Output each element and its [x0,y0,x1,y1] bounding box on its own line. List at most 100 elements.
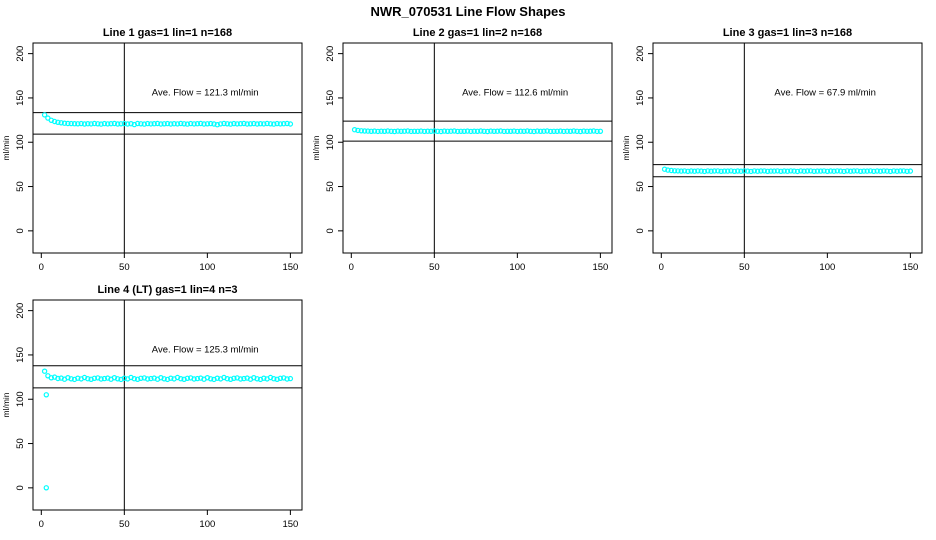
data-point [461,128,467,134]
y-tick-label: 150 [635,90,646,106]
data-point [554,128,560,134]
data-point [68,376,74,382]
data-point [264,120,270,127]
data-point [751,168,758,174]
data-point [705,168,711,174]
data-point [85,120,91,127]
data-point [597,128,604,134]
data-point [448,128,454,134]
data-point [434,128,441,134]
data-point [458,128,464,134]
data-point [231,120,237,127]
data-point [401,128,408,134]
x-tick-label: 50 [119,519,130,530]
data-point [95,121,101,127]
data-point [454,128,461,135]
data-point [754,168,761,174]
data-point [144,120,151,127]
data-point [78,120,84,127]
x-tick-label: 100 [509,262,525,273]
data-point [227,376,234,382]
data-point [158,121,164,127]
plot-box [342,42,613,254]
data-point [114,376,121,382]
data-point [491,128,497,134]
data-point [738,168,744,174]
data-point [758,168,764,174]
data-point [468,128,474,135]
y-tick-label: 0 [325,228,336,233]
data-point [557,128,564,134]
data-point [894,168,900,174]
data-point [857,168,864,174]
data-point [504,128,511,134]
x-tick-label: 150 [592,262,608,273]
data-point [217,121,224,127]
data-point [227,121,234,127]
data-point [368,128,374,134]
data-points [41,112,294,128]
data-point [91,375,98,381]
data-point [824,168,831,174]
data-point [91,120,98,127]
data-points [661,166,914,175]
data-point [164,120,171,127]
data-point [405,128,411,134]
y-tick-label: 200 [635,46,646,62]
data-point [881,168,887,174]
data-point [207,120,214,127]
data-point [904,168,910,174]
data-point [121,120,128,127]
data-point [741,168,748,174]
data-point [241,120,247,127]
data-point [668,167,675,174]
data-point [808,168,814,174]
data-point [867,168,874,174]
data-point [55,375,61,382]
plot-box [32,42,303,254]
data-point [594,128,600,135]
subplot-title: Line 1 gas=1 lin=1 n=168 [103,27,232,39]
data-point [415,128,421,134]
data-point [277,121,284,127]
data-point [821,168,827,174]
x-tick-label: 100 [199,262,215,273]
data-point [124,121,131,127]
data-point [181,121,187,127]
data-point [861,168,867,174]
outlier-point [43,485,50,491]
data-point [681,168,688,174]
data-point [48,375,55,381]
data-point [524,128,531,134]
data-point [274,376,280,382]
data-point [591,128,597,134]
data-point [148,121,154,127]
data-point [811,168,817,174]
data-point [184,375,191,381]
data-point [547,128,554,135]
data-point [508,128,514,134]
data-point [114,121,121,127]
data-point [884,168,890,174]
data-point [241,375,247,382]
y-axis-label: ml/min [311,135,321,160]
data-point [897,168,904,174]
data-point [851,168,857,174]
data-point [194,120,201,127]
data-point [551,128,557,134]
data-point [671,168,678,174]
y-tick-label: 0 [635,228,646,233]
data-point [261,375,267,381]
subplot-line-2: Line 2 gas=1 lin=2 n=168 0 50 100 150 0 50 100 1… [311,27,613,273]
subplot-line-1: Line 1 gas=1 lin=1 n=168 0 50 100 150 0 50 100 1… [1,27,303,273]
data-point [41,112,48,118]
data-point [237,120,244,127]
data-point [68,120,74,127]
y-tick-label: 150 [15,90,26,106]
data-point [51,118,58,125]
data-point [281,120,287,127]
data-point [261,121,267,127]
data-point [581,128,587,134]
ave-flow-annotation: Ave. Flow = 121.3 ml/min [152,88,259,99]
data-point [385,128,391,134]
